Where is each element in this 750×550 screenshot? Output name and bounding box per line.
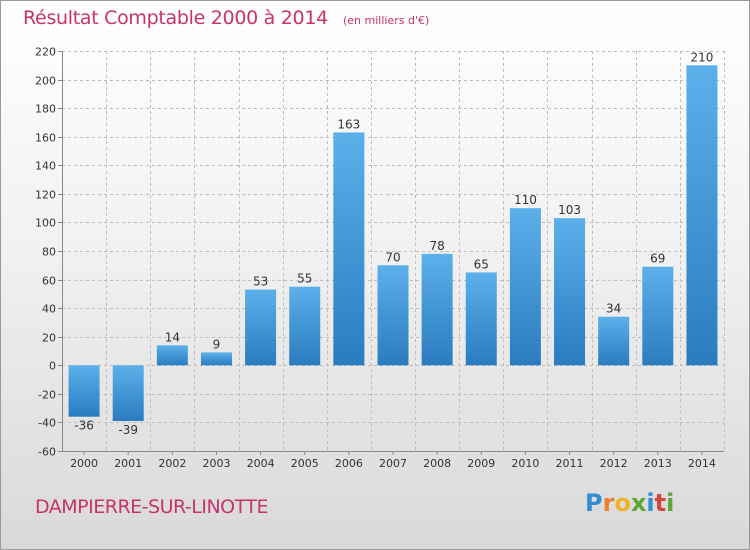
data-label: 14	[165, 330, 180, 344]
proxiti-logo: Proxiti	[585, 489, 674, 517]
y-tick-label: -40	[38, 417, 56, 430]
bar-2008	[421, 253, 453, 366]
logo-letter: i	[666, 489, 675, 517]
municipality-name: DAMPIERRE-SUR-LINOTTE	[35, 496, 269, 518]
x-tick-label: 2009	[467, 457, 495, 470]
data-label: 210	[690, 50, 713, 64]
data-label: -39	[118, 423, 138, 437]
chart-title: Résultat Comptable 2000 à 2014	[23, 7, 328, 29]
y-tick-label: 100	[35, 217, 56, 230]
y-tick-label: 80	[42, 246, 56, 259]
data-label: 78	[429, 239, 444, 253]
bar-2011	[554, 218, 586, 366]
logo-letter: P	[585, 489, 603, 517]
bar-layer	[68, 65, 718, 421]
axis-layer: -60 -40 -20 0 20 40 60 80 100 120 140 160 180 200 220 2…	[35, 46, 724, 470]
bar-2005	[289, 286, 321, 366]
bar-2012	[598, 316, 630, 366]
y-tick-label: 200	[35, 75, 56, 88]
bar-2001	[112, 365, 144, 421]
x-tick-label: 2012	[600, 457, 628, 470]
data-label: 65	[474, 257, 489, 271]
y-tick-label: 40	[42, 303, 56, 316]
x-tick-label: 2007	[379, 457, 407, 470]
logo-letter: i	[646, 489, 655, 517]
x-tick-label: 2006	[335, 457, 363, 470]
x-tick-label: 2008	[423, 457, 451, 470]
label-layer: -36 -39 14 9 53 55 163 70 78 65 110 103 34 69 210	[74, 50, 713, 437]
y-tick-label: 220	[35, 46, 56, 59]
chart-subtitle: (en milliers d'€)	[342, 14, 430, 27]
title-block: Résultat Comptable 2000 à 2014 (en milli…	[23, 7, 429, 29]
logo-letter: x	[630, 489, 647, 517]
bar-2006	[333, 132, 365, 366]
y-tick-label: -20	[38, 389, 56, 402]
data-label: -36	[74, 419, 94, 433]
y-tick-label: 60	[42, 275, 56, 288]
data-label: 163	[337, 117, 360, 131]
y-tick-label: -60	[38, 446, 56, 459]
bar-2000	[68, 365, 100, 417]
logo-letter: o	[614, 489, 631, 517]
bar-2007	[377, 265, 409, 366]
y-tick-label: 120	[35, 189, 56, 202]
data-label: 55	[297, 272, 312, 286]
x-tick-label: 2013	[644, 457, 672, 470]
data-label: 9	[213, 337, 221, 351]
data-label: 103	[558, 203, 581, 217]
x-tick-label: 2010	[511, 457, 539, 470]
y-tick-label: 180	[35, 103, 56, 116]
y-tick-label: 140	[35, 160, 56, 173]
x-tick-label: 2000	[70, 457, 98, 470]
data-label: 69	[650, 252, 665, 266]
bar-2003	[200, 352, 232, 366]
y-tick-label: 0	[49, 360, 56, 373]
x-tick-label: 2014	[688, 457, 716, 470]
y-tick-label: 20	[42, 332, 56, 345]
bar-2002	[156, 345, 188, 366]
bar-2010	[509, 208, 541, 366]
logo-letter: r	[602, 489, 615, 517]
x-tick-label: 2004	[247, 457, 275, 470]
bar-2013	[642, 266, 674, 366]
x-tick-label: 2002	[158, 457, 186, 470]
data-label: 53	[253, 275, 268, 289]
x-tick-label: 2011	[556, 457, 584, 470]
bar-2009	[465, 272, 497, 366]
data-label: 70	[385, 250, 400, 264]
data-label: 34	[606, 302, 621, 316]
x-tick-label: 2005	[291, 457, 319, 470]
bar-2004	[245, 289, 277, 366]
bar-2014	[686, 65, 718, 366]
data-label: 110	[514, 193, 537, 207]
x-tick-label: 2001	[114, 457, 142, 470]
logo-letter: t	[654, 489, 667, 517]
y-tick-label: 160	[35, 132, 56, 145]
x-tick-label: 2003	[202, 457, 230, 470]
